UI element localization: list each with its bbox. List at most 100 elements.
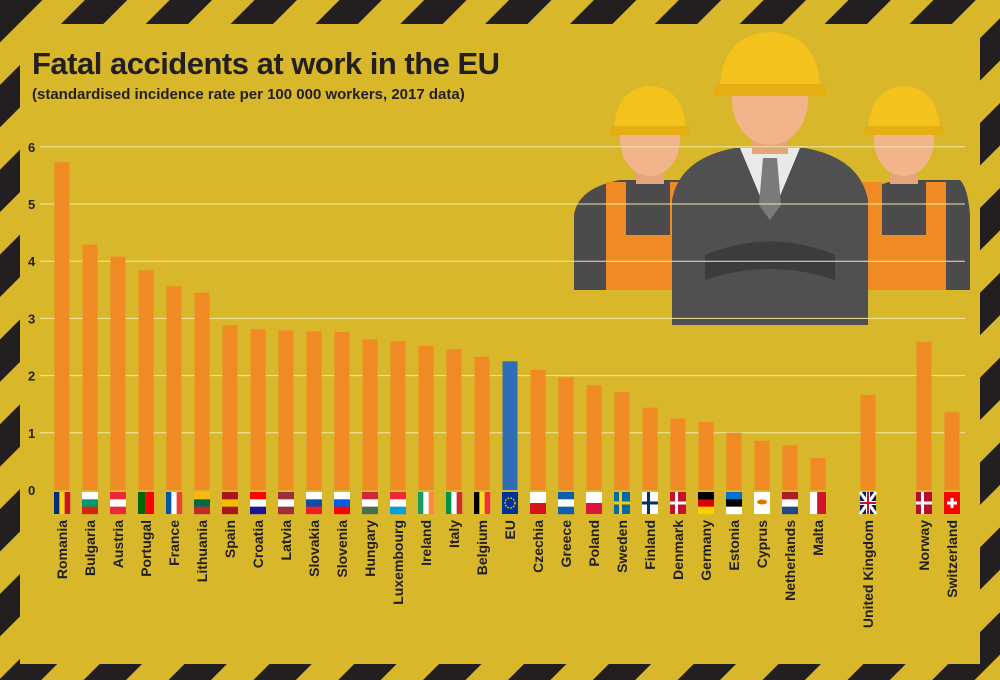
- bar-croatia: [250, 329, 266, 490]
- flag-united-kingdom-icon: [858, 491, 878, 515]
- flag-lithuania-icon: [194, 492, 210, 515]
- x-label-portugal: Portugal: [138, 520, 154, 577]
- flag-austria-icon: [110, 492, 126, 515]
- flag-latvia-icon: [278, 492, 294, 515]
- flag-netherlands-icon: [782, 492, 798, 515]
- flag-sweden-icon: [614, 492, 630, 514]
- x-label-united-kingdom: United Kingdom: [860, 520, 876, 628]
- bar-italy: [446, 349, 462, 490]
- bar-hungary: [362, 339, 378, 490]
- flag-belgium-icon: [474, 492, 491, 514]
- flag-cyprus-icon: [754, 492, 770, 514]
- x-label-belgium: Belgium: [474, 520, 490, 575]
- bar-spain: [222, 325, 238, 490]
- flag-greece-icon: [558, 492, 574, 515]
- x-label-slovenia: Slovenia: [334, 520, 350, 578]
- y-tick-label: 6: [28, 140, 35, 155]
- bar-denmark: [670, 418, 686, 490]
- worker-center: [672, 32, 868, 325]
- bar-romania: [54, 162, 70, 490]
- x-label-ireland: Ireland: [418, 520, 434, 566]
- bar-slovakia: [306, 331, 322, 490]
- bar-malta: [810, 457, 826, 490]
- y-tick-label: 1: [28, 426, 35, 441]
- chart-title: Fatal accidents at work in the EU: [32, 46, 500, 81]
- bar-czechia: [530, 369, 546, 490]
- flag-slovenia-icon: [334, 492, 350, 515]
- flag-finland-icon: [642, 492, 658, 514]
- x-label-switzerland: Switzerland: [944, 520, 960, 598]
- x-label-denmark: Denmark: [670, 520, 686, 580]
- bar-united-kingdom: [860, 395, 876, 490]
- x-label-italy: Italy: [446, 520, 462, 548]
- flag-eu-icon: [502, 492, 518, 514]
- x-label-austria: Austria: [110, 520, 126, 568]
- flag-hungary-icon: [362, 492, 378, 515]
- bar-austria: [110, 256, 126, 490]
- x-label-malta: Malta: [810, 520, 826, 556]
- bars: [54, 162, 960, 490]
- x-label-france: France: [166, 520, 182, 566]
- bar-bulgaria: [82, 244, 98, 490]
- flag-portugal-icon: [138, 492, 154, 514]
- x-label-germany: Germany: [698, 520, 714, 581]
- bar-switzerland: [944, 412, 960, 490]
- x-axis-labels: Romania Bulgaria Austria Portugal France Lith…: [54, 520, 960, 628]
- bar-luxembourg: [390, 341, 406, 490]
- x-label-finland: Finland: [642, 520, 658, 570]
- bar-ireland: [418, 345, 434, 490]
- flag-bulgaria-icon: [82, 492, 98, 515]
- bar-eu: [502, 361, 518, 490]
- flag-italy-icon: [446, 492, 463, 514]
- flag-france-icon: [166, 492, 183, 514]
- x-label-netherlands: Netherlands: [782, 520, 798, 601]
- flag-estonia-icon: [726, 492, 742, 515]
- flag-germany-icon: [698, 492, 714, 515]
- x-label-bulgaria: Bulgaria: [82, 520, 98, 576]
- y-tick-label: 5: [28, 197, 35, 212]
- flag-slovakia-icon: [306, 492, 322, 515]
- flag-poland-icon: [586, 492, 602, 514]
- flag-czechia-icon: [530, 492, 546, 514]
- bar-norway: [916, 341, 932, 490]
- x-label-slovakia: Slovakia: [306, 520, 322, 577]
- x-label-croatia: Croatia: [250, 520, 266, 568]
- y-axis-ticks: 0 1 2 3 4 5 6: [28, 140, 36, 498]
- bar-belgium: [474, 356, 490, 490]
- bar-greece: [558, 377, 574, 490]
- flag-denmark-icon: [670, 492, 686, 514]
- bar-poland: [586, 385, 602, 490]
- x-label-spain: Spain: [222, 520, 238, 558]
- bar-finland: [642, 407, 658, 490]
- bar-cyprus: [754, 440, 770, 490]
- construction-workers-illustration: [570, 30, 970, 325]
- flag-spain-icon: [222, 492, 238, 515]
- x-label-poland: Poland: [586, 520, 602, 567]
- bar-latvia: [278, 330, 294, 490]
- worker-right: [852, 86, 970, 290]
- flag-ireland-icon: [418, 492, 435, 514]
- flag-luxembourg-icon: [390, 492, 406, 515]
- x-label-luxembourg: Luxembourg: [390, 520, 406, 605]
- x-label-estonia: Estonia: [726, 520, 742, 571]
- bar-france: [166, 286, 182, 490]
- bar-slovenia: [334, 332, 350, 490]
- y-tick-label: 3: [28, 311, 35, 326]
- flag-switzerland-icon: [944, 492, 960, 514]
- x-label-eu: EU: [502, 520, 518, 539]
- bar-sweden: [614, 392, 630, 490]
- flag-romania-icon: [54, 492, 71, 514]
- flag-malta-icon: [810, 492, 826, 514]
- x-label-sweden: Sweden: [614, 520, 630, 573]
- x-label-cyprus: Cyprus: [754, 520, 770, 568]
- flag-croatia-icon: [250, 492, 266, 515]
- x-label-latvia: Latvia: [278, 520, 294, 561]
- x-label-hungary: Hungary: [362, 520, 378, 577]
- bar-portugal: [138, 270, 154, 490]
- bar-lithuania: [194, 292, 210, 490]
- x-label-czechia: Czechia: [530, 520, 546, 573]
- y-tick-label: 0: [28, 483, 35, 498]
- x-label-norway: Norway: [916, 520, 932, 571]
